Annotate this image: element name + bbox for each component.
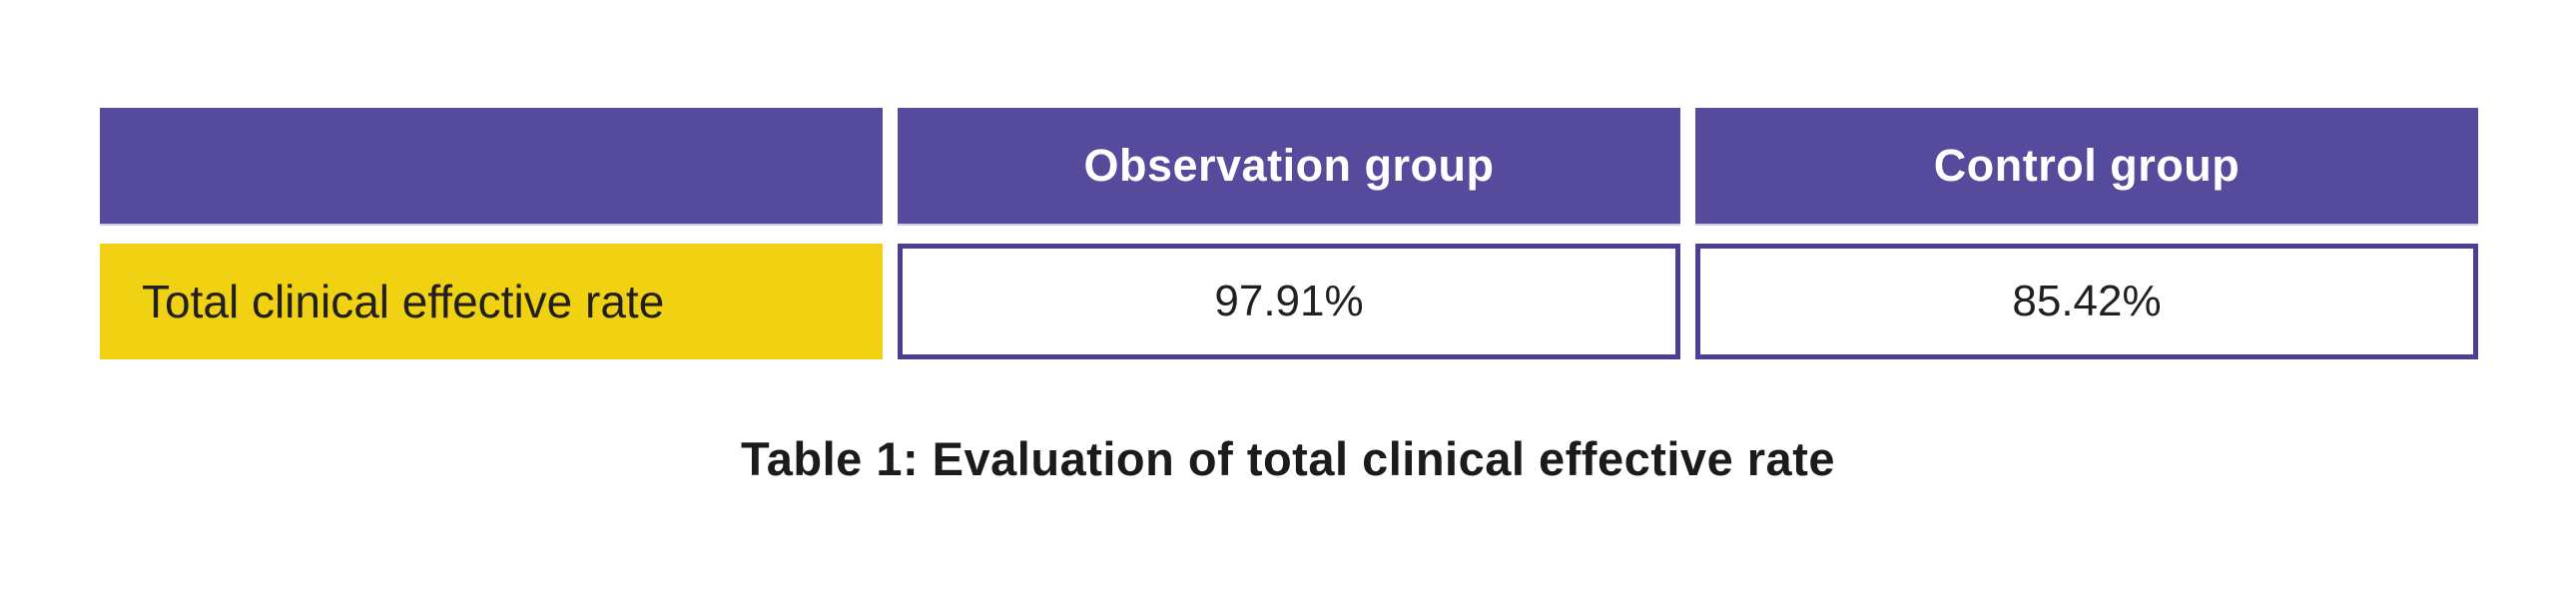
header-corner-cell: [100, 108, 883, 226]
header-control-group: Control group: [1695, 108, 2478, 226]
header-observation-group: Observation group: [898, 108, 1680, 226]
observation-group-value-cell: 97.91%: [898, 244, 1680, 359]
row-label-total-clinical-effective-rate: Total clinical effective rate: [100, 244, 883, 359]
control-group-value-cell: 85.42%: [1695, 244, 2478, 359]
results-table: Observation group Control group Total cl…: [100, 108, 2478, 359]
table-caption: Table 1: Evaluation of total clinical ef…: [741, 432, 1835, 485]
